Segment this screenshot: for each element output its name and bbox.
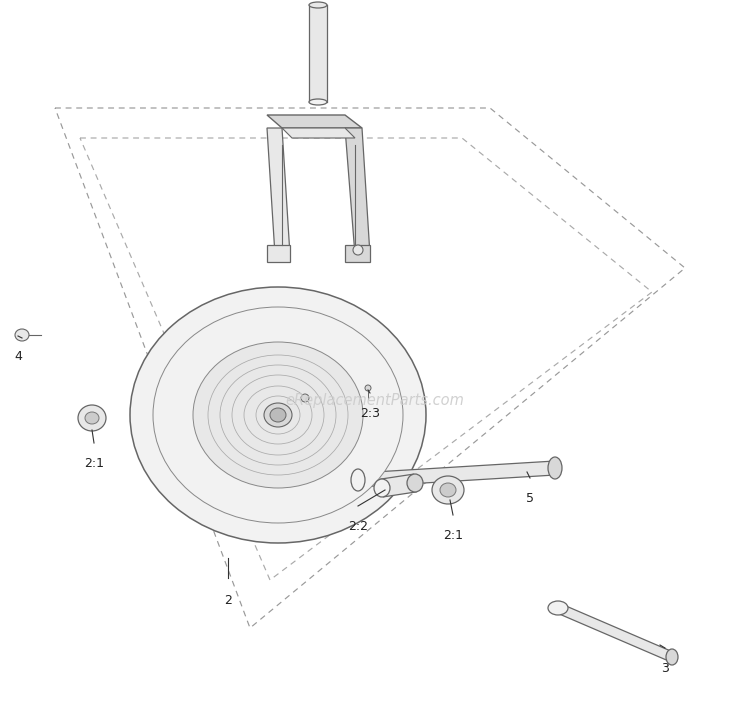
Polygon shape [282, 145, 355, 245]
Polygon shape [556, 603, 674, 662]
Ellipse shape [548, 457, 562, 479]
Ellipse shape [270, 408, 286, 422]
Ellipse shape [548, 601, 568, 615]
Circle shape [353, 245, 363, 255]
Text: eReplacementParts.com: eReplacementParts.com [286, 393, 464, 408]
Ellipse shape [153, 307, 403, 523]
Polygon shape [345, 245, 370, 262]
Polygon shape [381, 474, 416, 497]
Polygon shape [345, 128, 370, 255]
Ellipse shape [15, 329, 29, 341]
Text: 5: 5 [526, 492, 534, 505]
Text: 4: 4 [14, 350, 22, 363]
Ellipse shape [432, 476, 464, 504]
Circle shape [365, 385, 371, 391]
Ellipse shape [264, 403, 292, 427]
Polygon shape [282, 128, 355, 138]
Polygon shape [267, 245, 290, 262]
Ellipse shape [440, 483, 456, 497]
Ellipse shape [85, 412, 99, 424]
Ellipse shape [309, 99, 327, 105]
Text: 2:1: 2:1 [443, 529, 463, 542]
Ellipse shape [666, 649, 678, 665]
Ellipse shape [309, 2, 327, 8]
Ellipse shape [374, 479, 390, 497]
Ellipse shape [130, 287, 426, 543]
Text: 2:3: 2:3 [360, 407, 380, 420]
Polygon shape [309, 5, 327, 102]
Polygon shape [358, 461, 556, 487]
Ellipse shape [193, 342, 363, 488]
Text: 3: 3 [661, 662, 669, 675]
Ellipse shape [407, 474, 423, 492]
Text: 2:2: 2:2 [348, 520, 368, 533]
Ellipse shape [78, 405, 106, 431]
Polygon shape [267, 128, 290, 255]
Ellipse shape [351, 469, 365, 491]
Polygon shape [267, 115, 362, 128]
Text: 2: 2 [224, 594, 232, 607]
Text: 2:1: 2:1 [84, 457, 104, 470]
Circle shape [301, 394, 309, 402]
